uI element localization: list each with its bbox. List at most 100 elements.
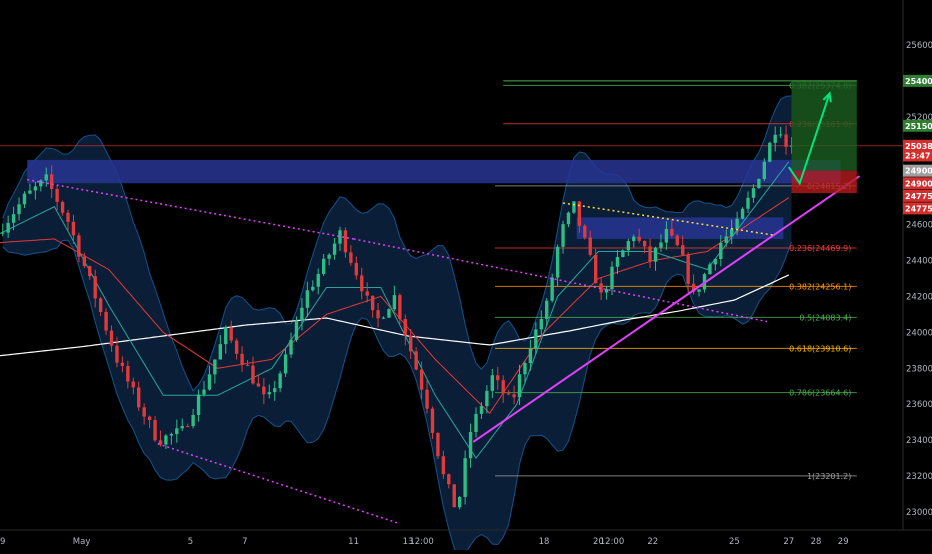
candle-body-23 <box>126 365 130 382</box>
candle-body-96 <box>523 363 527 375</box>
candle-body-122 <box>664 228 669 243</box>
y-tick-label-2: 23400.0 <box>906 436 932 446</box>
candle-body-28 <box>153 420 157 441</box>
x-tick-label-13: 28 <box>811 537 822 547</box>
candle-body-40 <box>218 344 223 360</box>
x-tick-label-3: 7 <box>242 537 247 547</box>
fib-level-label-6: 0.618(23910.6) <box>789 344 851 353</box>
x-tick-label-14: 29 <box>838 537 849 547</box>
candle-body-135 <box>735 218 739 230</box>
projection-arrow-head <box>822 91 832 103</box>
candle-body-100 <box>545 300 549 319</box>
candle-body-9 <box>49 174 54 190</box>
candle-body-85 <box>463 458 467 497</box>
candle-body-86 <box>468 431 473 459</box>
x-tick-label-8: 20 <box>593 537 604 547</box>
candle-body-109 <box>593 254 598 284</box>
bollinger-lower-band <box>2 239 792 554</box>
candle-body-16 <box>88 266 92 277</box>
candle-body-144 <box>784 134 788 147</box>
candle-body-111 <box>604 289 609 293</box>
candle-body-62 <box>338 230 342 244</box>
trade-loss-box <box>791 170 857 194</box>
moving-average-1 <box>0 197 790 414</box>
y-tick-label-11: 25200.0 <box>906 113 932 123</box>
candle-body-52 <box>283 354 288 374</box>
price-label-0: 25400.0 <box>905 77 932 86</box>
candle-body-13 <box>71 221 76 236</box>
y-tick-label-1: 23200.0 <box>906 472 932 482</box>
candle-body-118 <box>642 240 647 247</box>
trendline-3 <box>472 175 861 443</box>
x-tick-label-6: 12:00 <box>409 537 434 547</box>
candle-body-82 <box>447 474 451 485</box>
candle-body-141 <box>768 142 772 162</box>
candle-body-128 <box>697 289 701 292</box>
support-zone-0 <box>27 159 841 184</box>
fib-level-label-4: 0.382(24256.1) <box>789 282 851 291</box>
trade-profit-box <box>791 80 857 171</box>
candle-body-77 <box>419 369 424 390</box>
candle-body-93 <box>506 393 511 395</box>
price-label-bg-5 <box>903 177 932 190</box>
candle-body-72 <box>392 295 397 310</box>
candle-body-55 <box>300 307 304 321</box>
candle-body-76 <box>414 351 418 370</box>
candle-body-51 <box>278 373 282 389</box>
candle-body-117 <box>637 236 641 241</box>
candle-body-25 <box>137 387 141 408</box>
candle-body-48 <box>262 386 266 395</box>
candle-body-8 <box>44 174 48 181</box>
candle-body-46 <box>251 365 255 384</box>
candle-body-68 <box>370 295 375 311</box>
price-label-bg-6 <box>903 189 932 202</box>
candle-body-126 <box>686 254 690 284</box>
price-label-5: 24900.0 <box>905 179 932 188</box>
candle-body-24 <box>131 381 135 388</box>
y-tick-label-5: 24000.0 <box>906 328 932 338</box>
candle-body-112 <box>610 266 614 290</box>
trendline-4 <box>562 202 776 237</box>
candle-body-67 <box>365 291 369 296</box>
candle-body-87 <box>474 413 478 432</box>
candle-body-12 <box>66 212 70 222</box>
candle-body-81 <box>441 456 446 475</box>
candle-body-130 <box>708 264 712 275</box>
candle-body-127 <box>691 283 696 292</box>
candle-body-115 <box>626 241 631 251</box>
candle-body-44 <box>240 353 244 365</box>
price-label-4: 24900.0 <box>905 167 932 176</box>
price-label-bg-2 <box>903 139 932 152</box>
fib-level-label-3: 0.236(24469.9) <box>789 244 851 253</box>
candle-body-143 <box>778 134 783 136</box>
candle-body-83 <box>452 484 456 508</box>
trendline-2 <box>157 443 398 524</box>
price-label-3: 23:47 <box>905 151 930 160</box>
candle-body-26 <box>142 407 146 417</box>
candle-body-39 <box>213 359 217 375</box>
x-tick-label-12: 27 <box>783 537 794 547</box>
x-tick-label-10: 22 <box>647 537 658 547</box>
candle-body-139 <box>757 179 761 189</box>
projection-arrow-path <box>787 93 831 186</box>
candle-body-69 <box>376 310 380 319</box>
candle-body-136 <box>740 208 745 219</box>
trendline-0 <box>27 178 354 240</box>
candle-body-95 <box>517 374 522 398</box>
candle-body-125 <box>681 245 685 255</box>
price-label-bg-3 <box>903 149 932 162</box>
price-label-bg-4 <box>903 164 932 177</box>
candles-layer <box>1 125 794 510</box>
candle-body-21 <box>115 345 119 363</box>
candle-body-134 <box>729 229 734 237</box>
candle-body-36 <box>196 394 201 415</box>
y-tick-label-3: 23600.0 <box>906 400 932 410</box>
candle-body-132 <box>719 242 723 260</box>
x-tick-label-2: 5 <box>188 537 193 547</box>
candle-body-89 <box>485 390 489 407</box>
price-label-1: 25150.0 <box>905 122 932 131</box>
price-axis[interactable]: 23000.0 23200.0 23400.0 23600.0 23800.0 24000… <box>903 41 932 518</box>
